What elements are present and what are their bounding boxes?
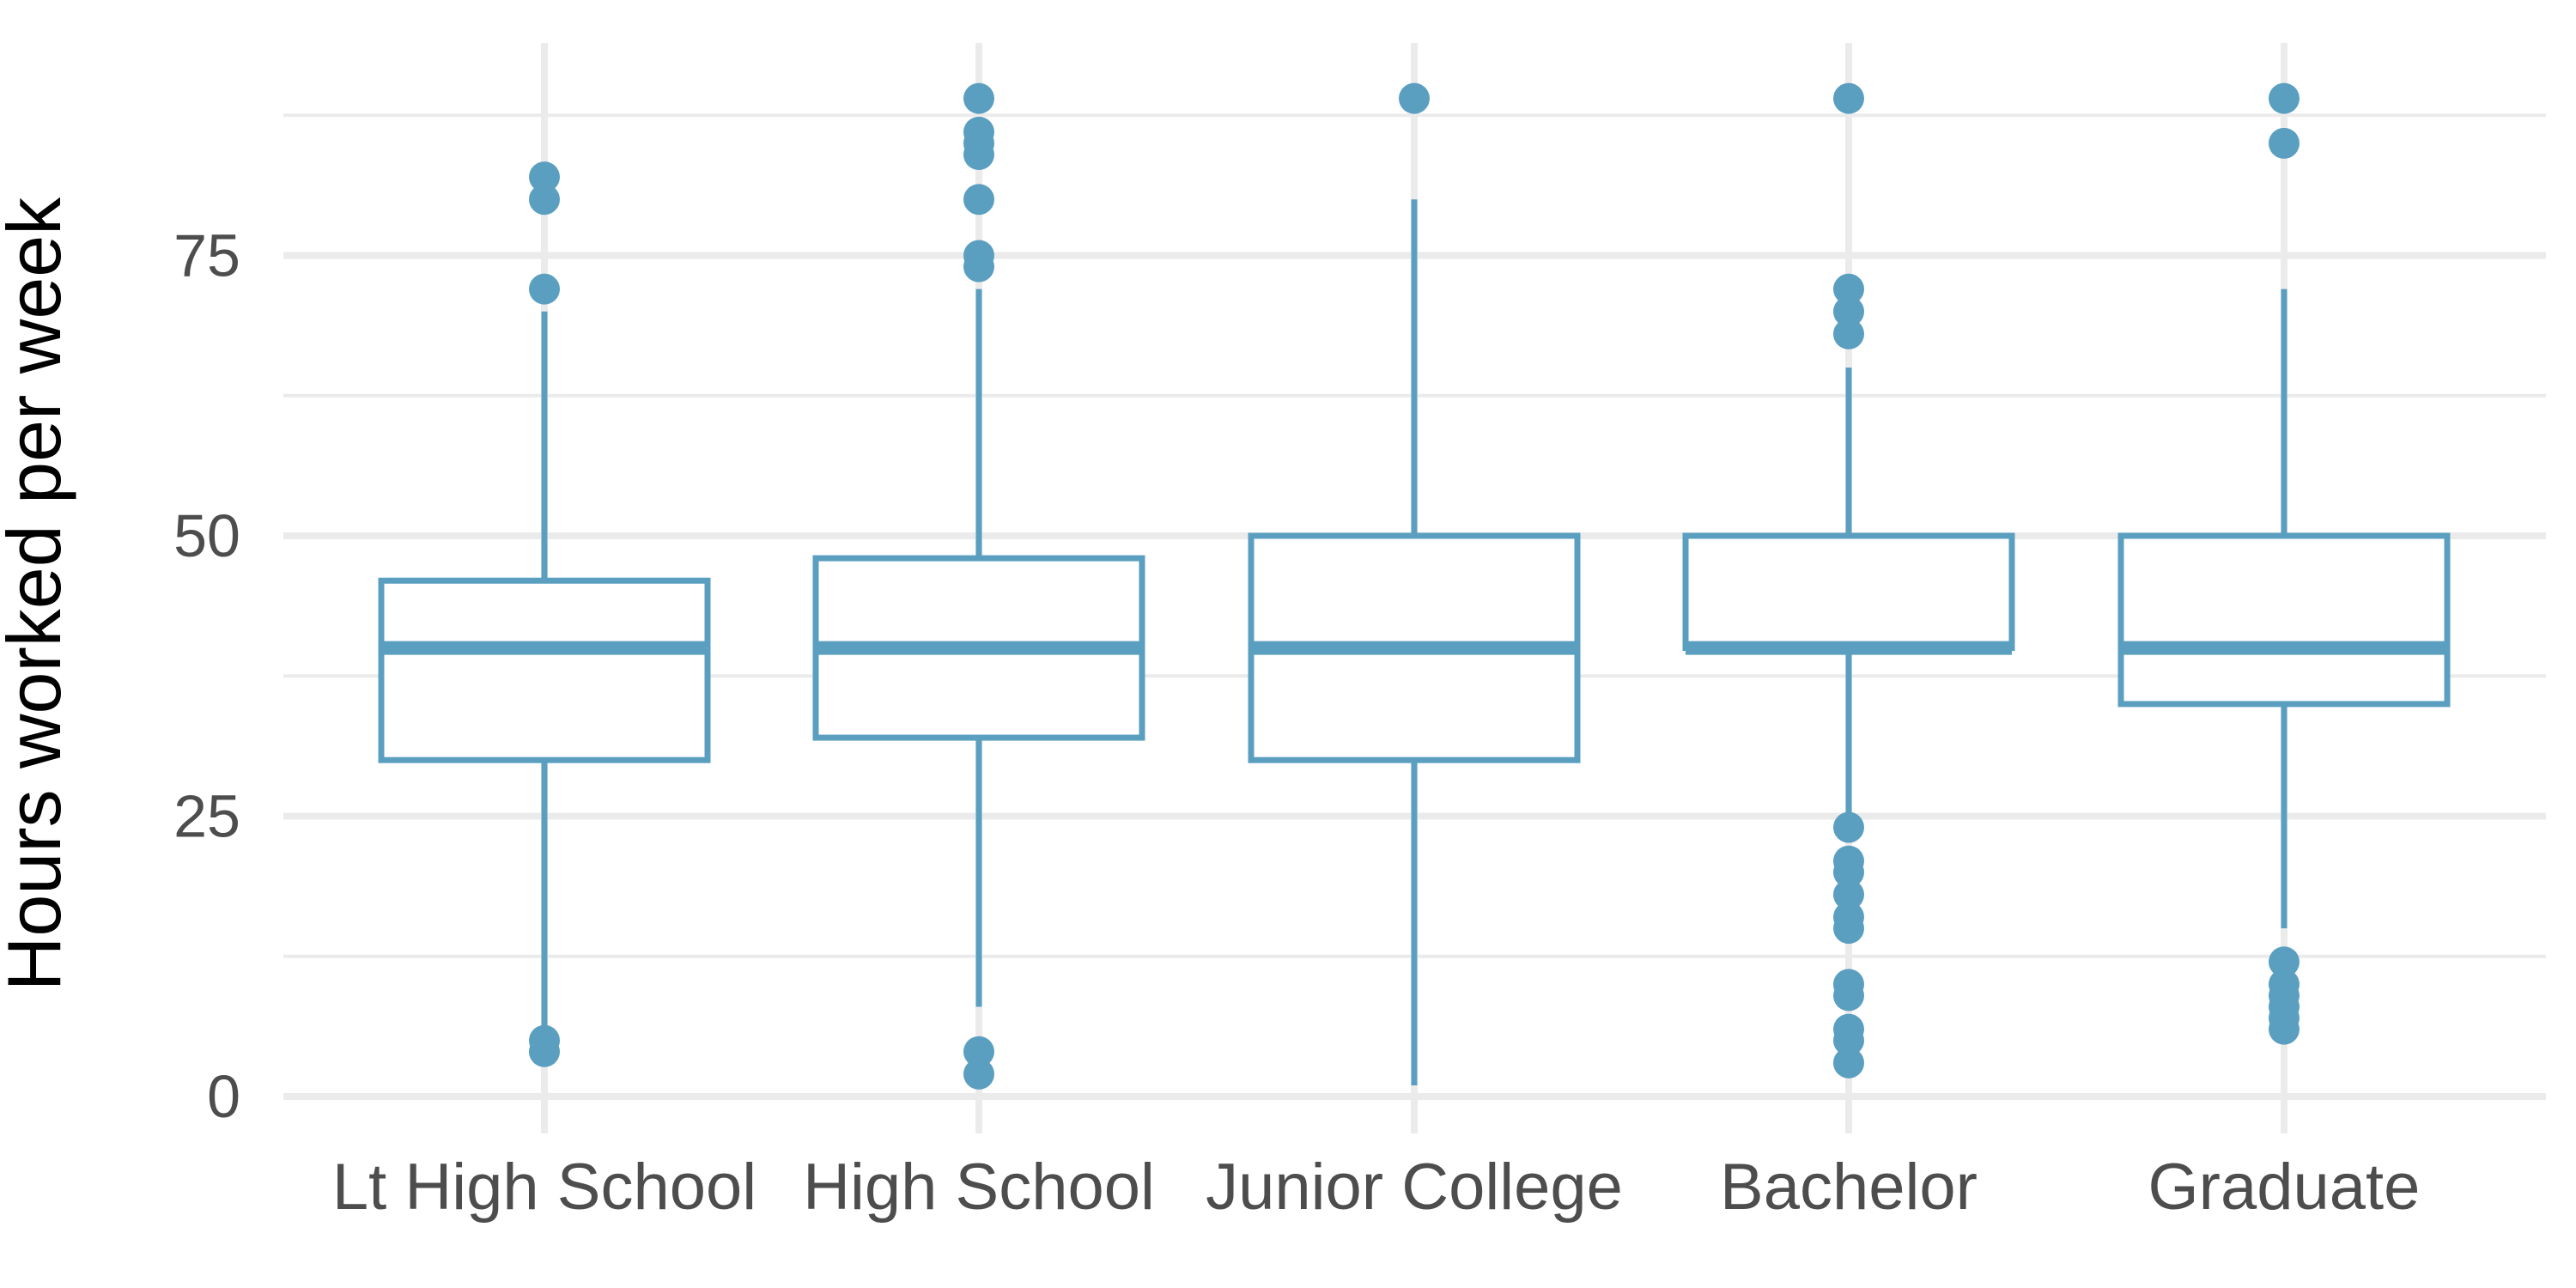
outlier-point xyxy=(529,1036,560,1067)
box-group xyxy=(378,161,711,1067)
outlier-point xyxy=(1833,1024,1864,1056)
x-tick-label: High School xyxy=(803,1151,1155,1224)
box-group xyxy=(812,82,1145,1090)
outlier-point xyxy=(963,138,994,170)
outlier-point xyxy=(1833,913,1864,945)
y-axis-title: Hours worked per week xyxy=(0,197,76,991)
outlier-point xyxy=(1833,82,1864,114)
outlier-point xyxy=(1833,878,1864,910)
outlier-point xyxy=(963,1036,994,1067)
outlier-point xyxy=(1833,273,1864,305)
y-tick-labels: 0 25 50 75 xyxy=(173,222,240,1131)
x-tick-label: Junior College xyxy=(1206,1151,1623,1224)
x-tick-labels: Lt High School High School Junior College B… xyxy=(332,1151,2421,1224)
y-tick-label: 25 xyxy=(173,783,240,850)
outlier-point xyxy=(1833,318,1864,349)
y-tick-label: 75 xyxy=(173,222,240,289)
box-group xyxy=(1248,82,1581,1085)
outlier-point xyxy=(2269,1013,2300,1045)
outlier-point xyxy=(2269,127,2300,159)
y-tick-label: 0 xyxy=(207,1063,240,1130)
box-groups xyxy=(378,82,2451,1090)
outlier-point xyxy=(1833,295,1864,327)
outlier-point xyxy=(963,184,994,216)
outlier-point xyxy=(1833,856,1864,888)
iqr-box xyxy=(1682,532,2015,652)
outlier-point xyxy=(1833,980,1864,1012)
box-group xyxy=(1682,82,2015,1078)
iqr-box xyxy=(378,577,711,763)
outlier-point xyxy=(529,273,560,305)
outlier-point xyxy=(2269,82,2300,114)
outlier-point xyxy=(1833,811,1864,843)
x-tick-label: Bachelor xyxy=(1720,1151,1978,1224)
outlier-point xyxy=(963,251,994,283)
iqr-box xyxy=(2117,532,2451,708)
y-tick-label: 50 xyxy=(173,502,240,569)
outlier-point xyxy=(529,184,560,216)
x-tick-label: Graduate xyxy=(2148,1151,2421,1224)
outlier-point xyxy=(529,161,560,193)
box-group xyxy=(2117,82,2451,1045)
outlier-point xyxy=(963,82,994,114)
x-tick-label: Lt High School xyxy=(332,1151,756,1224)
outlier-point xyxy=(2269,946,2300,978)
outlier-point xyxy=(1399,82,1430,114)
outlier-point xyxy=(1833,1047,1864,1078)
outlier-point xyxy=(963,1058,994,1090)
